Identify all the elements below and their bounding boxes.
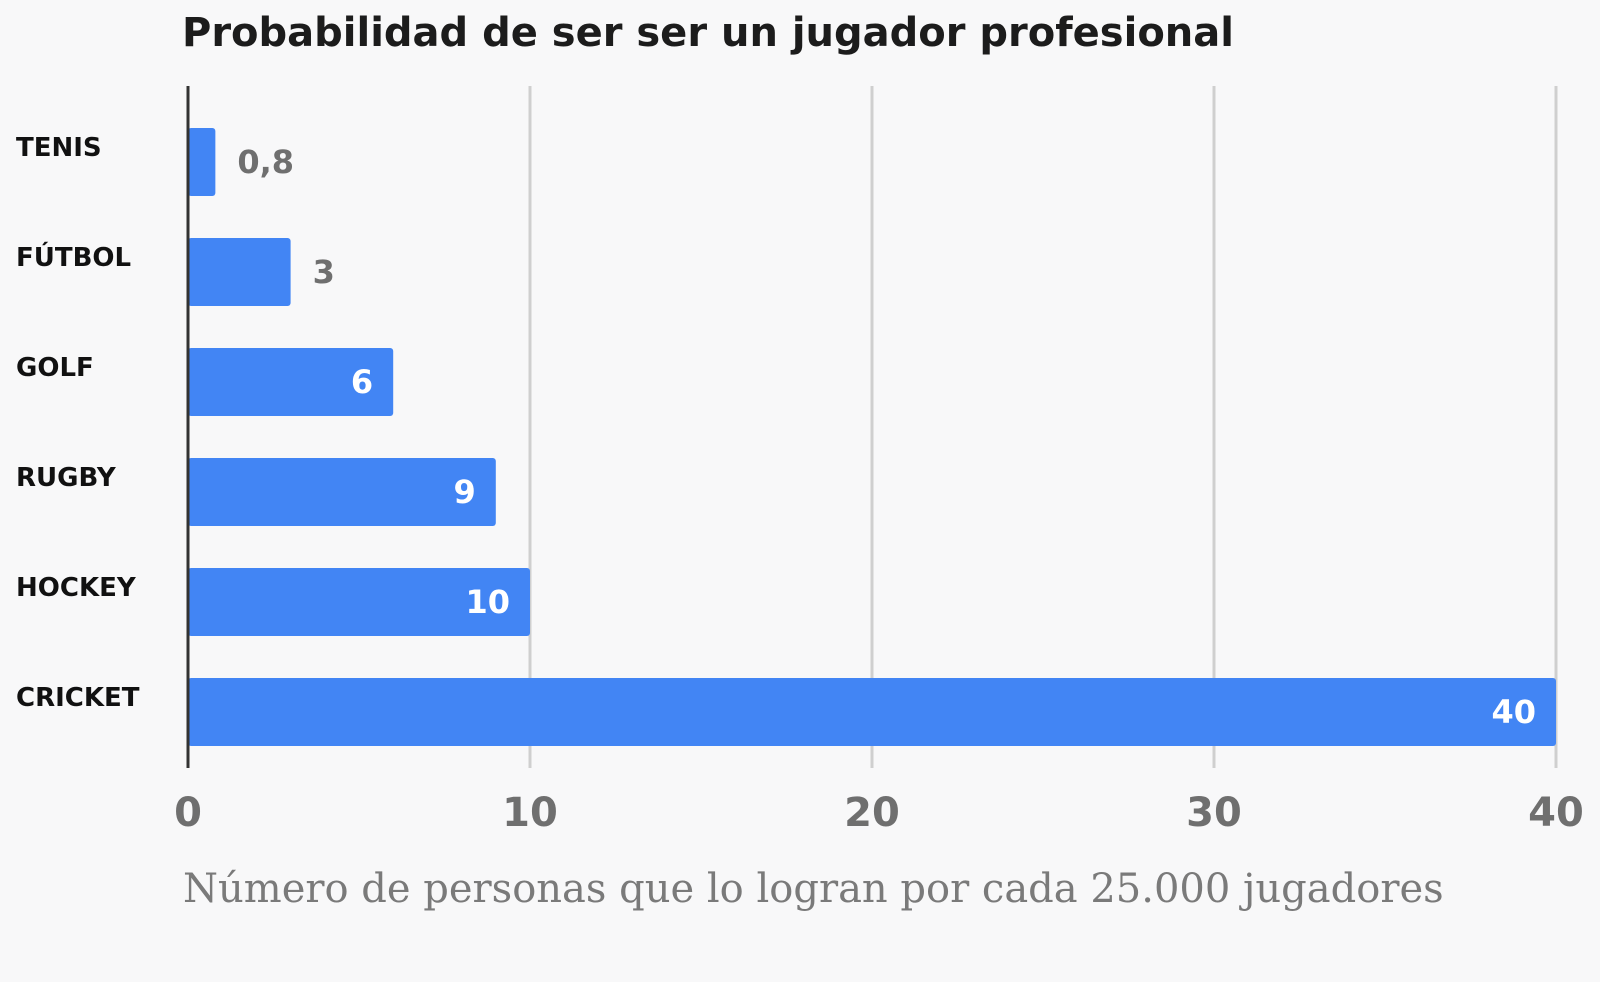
x-tick-label-20: 20 bbox=[844, 790, 900, 836]
bar-3 bbox=[188, 458, 496, 526]
category-label-2: GOLF bbox=[16, 353, 94, 383]
value-label-4: 10 bbox=[465, 583, 510, 621]
x-tick-label-30: 30 bbox=[1186, 790, 1242, 836]
category-labels: TENIS FÚTBOL GOLF RUGBY HOCKEY CRICKET bbox=[16, 133, 140, 713]
x-tick-label-10: 10 bbox=[502, 790, 558, 836]
value-labels: 0,8 3 6 9 10 40 bbox=[237, 143, 1536, 731]
bar-5 bbox=[188, 678, 1556, 746]
bar-2 bbox=[188, 348, 394, 416]
category-label-0: TENIS bbox=[16, 133, 102, 163]
chart-title: Probabilidad de ser ser un jugador profe… bbox=[182, 10, 1234, 56]
value-label-3: 9 bbox=[454, 473, 476, 511]
value-label-2: 6 bbox=[351, 363, 373, 401]
grid-lines bbox=[528, 86, 1558, 768]
value-label-5: 40 bbox=[1491, 693, 1536, 731]
category-label-4: HOCKEY bbox=[16, 573, 137, 603]
category-label-5: CRICKET bbox=[16, 683, 140, 713]
category-label-3: RUGBY bbox=[16, 463, 117, 493]
bars bbox=[188, 128, 1556, 746]
bar-1 bbox=[188, 238, 291, 306]
bar-4 bbox=[188, 568, 530, 636]
value-label-0: 0,8 bbox=[237, 143, 294, 181]
bar-0 bbox=[188, 128, 216, 196]
x-axis-label: Número de personas que lo logran por cad… bbox=[183, 866, 1444, 912]
x-tick-label-40: 40 bbox=[1528, 790, 1584, 836]
category-label-1: FÚTBOL bbox=[16, 241, 131, 273]
x-tick-label-0: 0 bbox=[174, 790, 202, 836]
x-axis-ticks: 0 10 20 30 40 bbox=[174, 790, 1584, 836]
value-label-1: 3 bbox=[313, 253, 335, 291]
